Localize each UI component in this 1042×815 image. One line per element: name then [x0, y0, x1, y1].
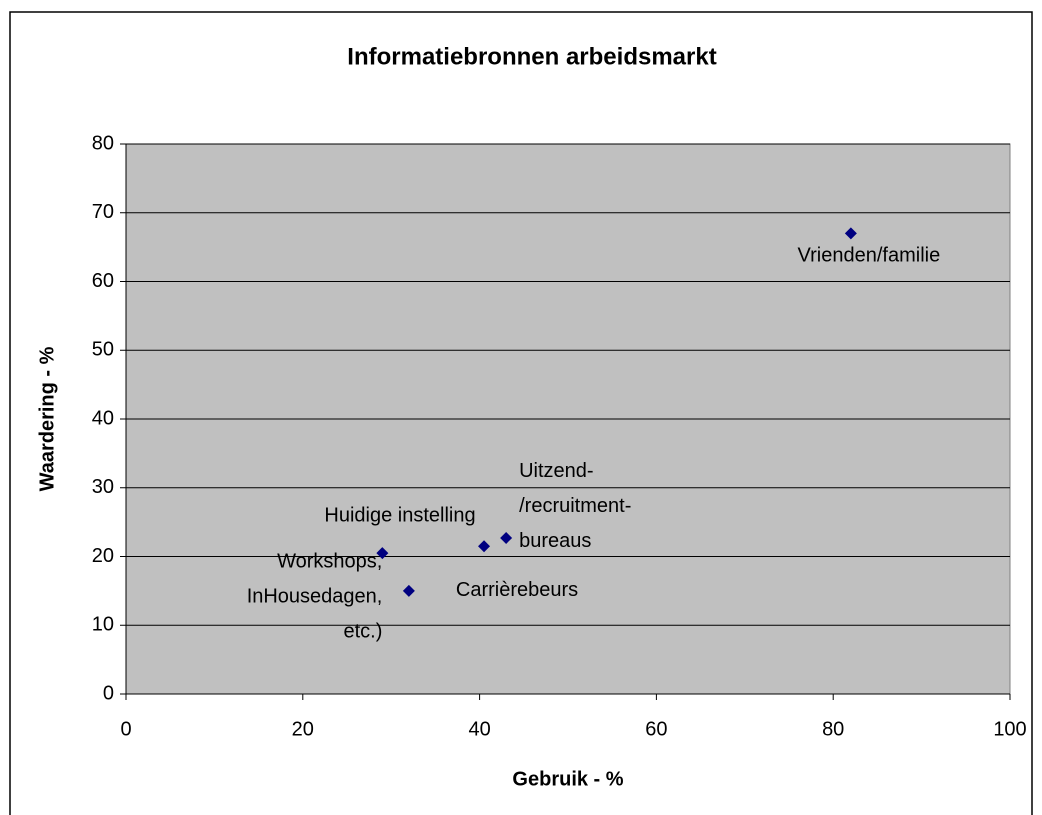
y-axis-label: Waardering - %	[36, 346, 58, 491]
y-tick-label: 80	[92, 132, 114, 154]
y-tick-label: 10	[92, 614, 114, 636]
point-label: /recruitment-	[519, 495, 631, 517]
point-label: Carrièrebeurs	[456, 579, 578, 601]
y-tick-label: 60	[92, 270, 114, 292]
y-tick-label: 30	[92, 476, 114, 498]
marker	[500, 531, 513, 544]
y-tick-label: 50	[92, 339, 114, 361]
x-axis-label: Gebruik - %	[512, 768, 623, 790]
y-tick-label: 40	[92, 407, 114, 429]
y-tick-label: 70	[92, 201, 114, 223]
marker	[844, 227, 857, 240]
point-label: etc.)	[343, 620, 382, 642]
y-tick-label: 0	[103, 682, 114, 704]
x-tick-label: 100	[993, 718, 1026, 740]
point-label: bureaus	[519, 530, 591, 552]
y-tick-label: 20	[92, 545, 114, 567]
point-label: Huidige instelling	[324, 504, 475, 526]
marker	[402, 584, 415, 597]
x-tick-label: 60	[645, 718, 667, 740]
point-label: Uitzend-	[519, 460, 593, 482]
marker	[376, 547, 389, 560]
x-tick-label: 20	[292, 718, 314, 740]
chart-title: Informatiebronnen arbeidsmarkt	[347, 43, 716, 70]
chart-frame	[9, 11, 1033, 815]
point-label: InHousedagen,	[247, 585, 383, 607]
x-tick-label: 40	[468, 718, 490, 740]
x-tick-label: 0	[120, 718, 131, 740]
x-tick-label: 80	[822, 718, 844, 740]
point-label: Workshops,	[277, 550, 382, 572]
marker	[478, 540, 491, 553]
point-label: Vrienden/familie	[798, 245, 941, 267]
